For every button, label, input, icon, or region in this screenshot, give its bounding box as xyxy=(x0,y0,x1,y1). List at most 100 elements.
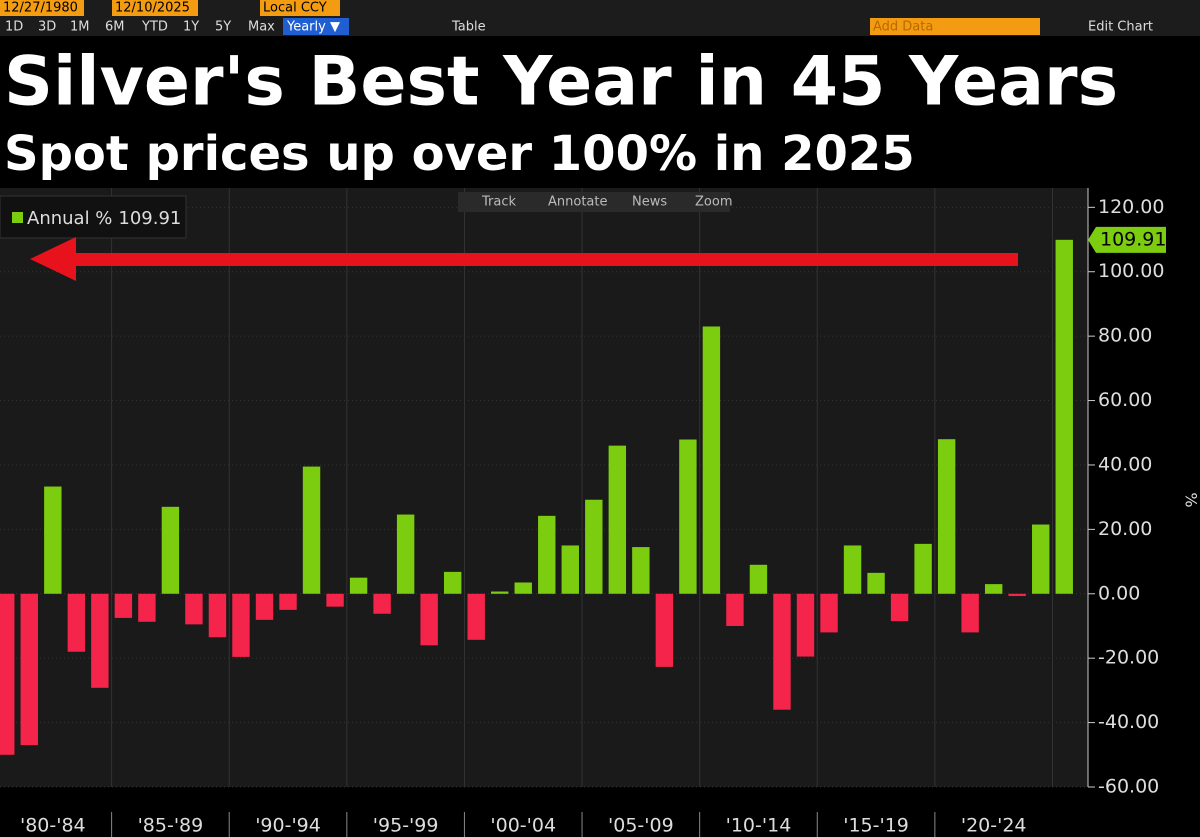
value-tag xyxy=(1088,226,1166,253)
range-button[interactable]: 6M xyxy=(105,20,125,35)
y-tick-label: 40.00 xyxy=(1098,453,1152,475)
y-tick-label: 120.00 xyxy=(1098,196,1164,218)
x-group-label: '95-'99 xyxy=(373,815,439,837)
bar xyxy=(726,593,744,626)
bar xyxy=(538,515,556,594)
x-group-label: '05-'09 xyxy=(608,815,674,837)
range-button[interactable]: 1M xyxy=(70,20,90,35)
bar xyxy=(20,593,38,746)
x-group-label: '85-'89 xyxy=(138,815,204,837)
y-tick-label: -40.00 xyxy=(1098,711,1159,733)
bar xyxy=(491,591,509,594)
bar xyxy=(679,439,697,594)
y-tick-label: 0.00 xyxy=(1098,582,1140,604)
x-group-label: '80-'84 xyxy=(20,815,86,837)
x-group-label: '15-'19 xyxy=(843,815,909,837)
bar xyxy=(843,545,862,594)
x-group-label: '20-'24 xyxy=(961,815,1027,837)
overlay-button[interactable]: Zoom xyxy=(695,195,732,210)
range-button[interactable]: 3D xyxy=(38,20,56,35)
bar xyxy=(138,593,156,622)
y-tick-label: 80.00 xyxy=(1098,325,1152,347)
bar xyxy=(890,593,909,622)
bar xyxy=(67,593,86,652)
bar xyxy=(702,326,721,594)
bar xyxy=(467,593,485,640)
y-tick-label: -20.00 xyxy=(1098,647,1159,669)
overlay-bar xyxy=(458,192,730,212)
bar xyxy=(0,593,15,755)
bar xyxy=(302,466,321,594)
range-button[interactable]: Max xyxy=(248,20,275,35)
bar xyxy=(279,593,297,610)
bar xyxy=(185,593,203,625)
legend-label: Annual % xyxy=(27,208,112,229)
bar xyxy=(232,593,250,657)
bar xyxy=(44,486,62,594)
bar xyxy=(396,514,415,594)
bar xyxy=(373,593,391,614)
bar xyxy=(420,593,438,646)
bar xyxy=(984,584,1003,594)
bar xyxy=(820,593,838,633)
legend xyxy=(0,195,187,239)
y-axis-label: % xyxy=(1182,492,1200,507)
bar xyxy=(773,593,791,710)
bar xyxy=(914,543,932,594)
range-button[interactable]: YTD xyxy=(141,20,168,35)
arrow-head xyxy=(30,237,76,281)
x-group-label: '90-'94 xyxy=(255,815,321,837)
chart-title: Silver's Best Year in 45 Years xyxy=(4,43,1118,122)
bar xyxy=(867,572,885,594)
currency-field[interactable] xyxy=(260,0,340,16)
date-field[interactable] xyxy=(0,0,84,16)
bar xyxy=(161,506,180,594)
bar xyxy=(326,593,344,607)
add-data-field[interactable] xyxy=(870,18,1040,35)
bar xyxy=(514,582,532,594)
table-button[interactable]: Table xyxy=(451,20,486,35)
bar xyxy=(655,593,674,667)
bar xyxy=(1032,524,1050,594)
currency[interactable]: Local CCY xyxy=(263,1,327,16)
edit-chart[interactable]: Edit Chart xyxy=(1088,20,1153,35)
period[interactable]: Yearly ▼ xyxy=(286,20,340,35)
range-button[interactable]: 1Y xyxy=(183,20,199,35)
period-button[interactable] xyxy=(283,18,349,35)
add-data[interactable]: Add Data xyxy=(873,20,933,35)
bar xyxy=(749,564,768,594)
bar xyxy=(255,593,274,620)
legend-swatch xyxy=(12,212,23,223)
chart-subtitle: Spot prices up over 100% in 2025 xyxy=(4,126,915,182)
y-tick-label: 60.00 xyxy=(1098,389,1152,411)
bar xyxy=(1055,239,1073,594)
bar xyxy=(608,445,627,594)
y-tick-label: 100.00 xyxy=(1098,260,1164,282)
bar xyxy=(349,577,368,594)
start-date[interactable]: 12/27/1980 xyxy=(3,1,78,16)
bar xyxy=(91,593,109,688)
plot-background xyxy=(0,188,1088,787)
bar xyxy=(1008,593,1026,597)
bar xyxy=(114,593,133,618)
bar xyxy=(937,439,956,594)
bar xyxy=(585,499,603,594)
end-date[interactable]: 12/10/2025 xyxy=(115,1,190,16)
x-group-label: '00-'04 xyxy=(490,815,556,837)
value-tag-label: 109.91 xyxy=(1100,228,1166,250)
overlay-button[interactable]: Annotate xyxy=(548,195,607,210)
bar xyxy=(632,547,650,594)
y-tick-label: -60.00 xyxy=(1098,776,1159,798)
bar xyxy=(208,593,227,638)
overlay-button[interactable]: News xyxy=(632,195,667,210)
legend-value: 109.91 xyxy=(118,208,181,229)
range-button[interactable]: 5Y xyxy=(215,20,231,35)
bar xyxy=(796,593,815,657)
overlay-button[interactable]: Track xyxy=(481,195,516,210)
arrow-shaft xyxy=(70,253,1018,266)
x-group-label: '10-'14 xyxy=(726,815,792,837)
y-tick-label: 20.00 xyxy=(1098,518,1152,540)
date-field[interactable] xyxy=(112,0,198,16)
range-button[interactable]: 1D xyxy=(5,20,23,35)
